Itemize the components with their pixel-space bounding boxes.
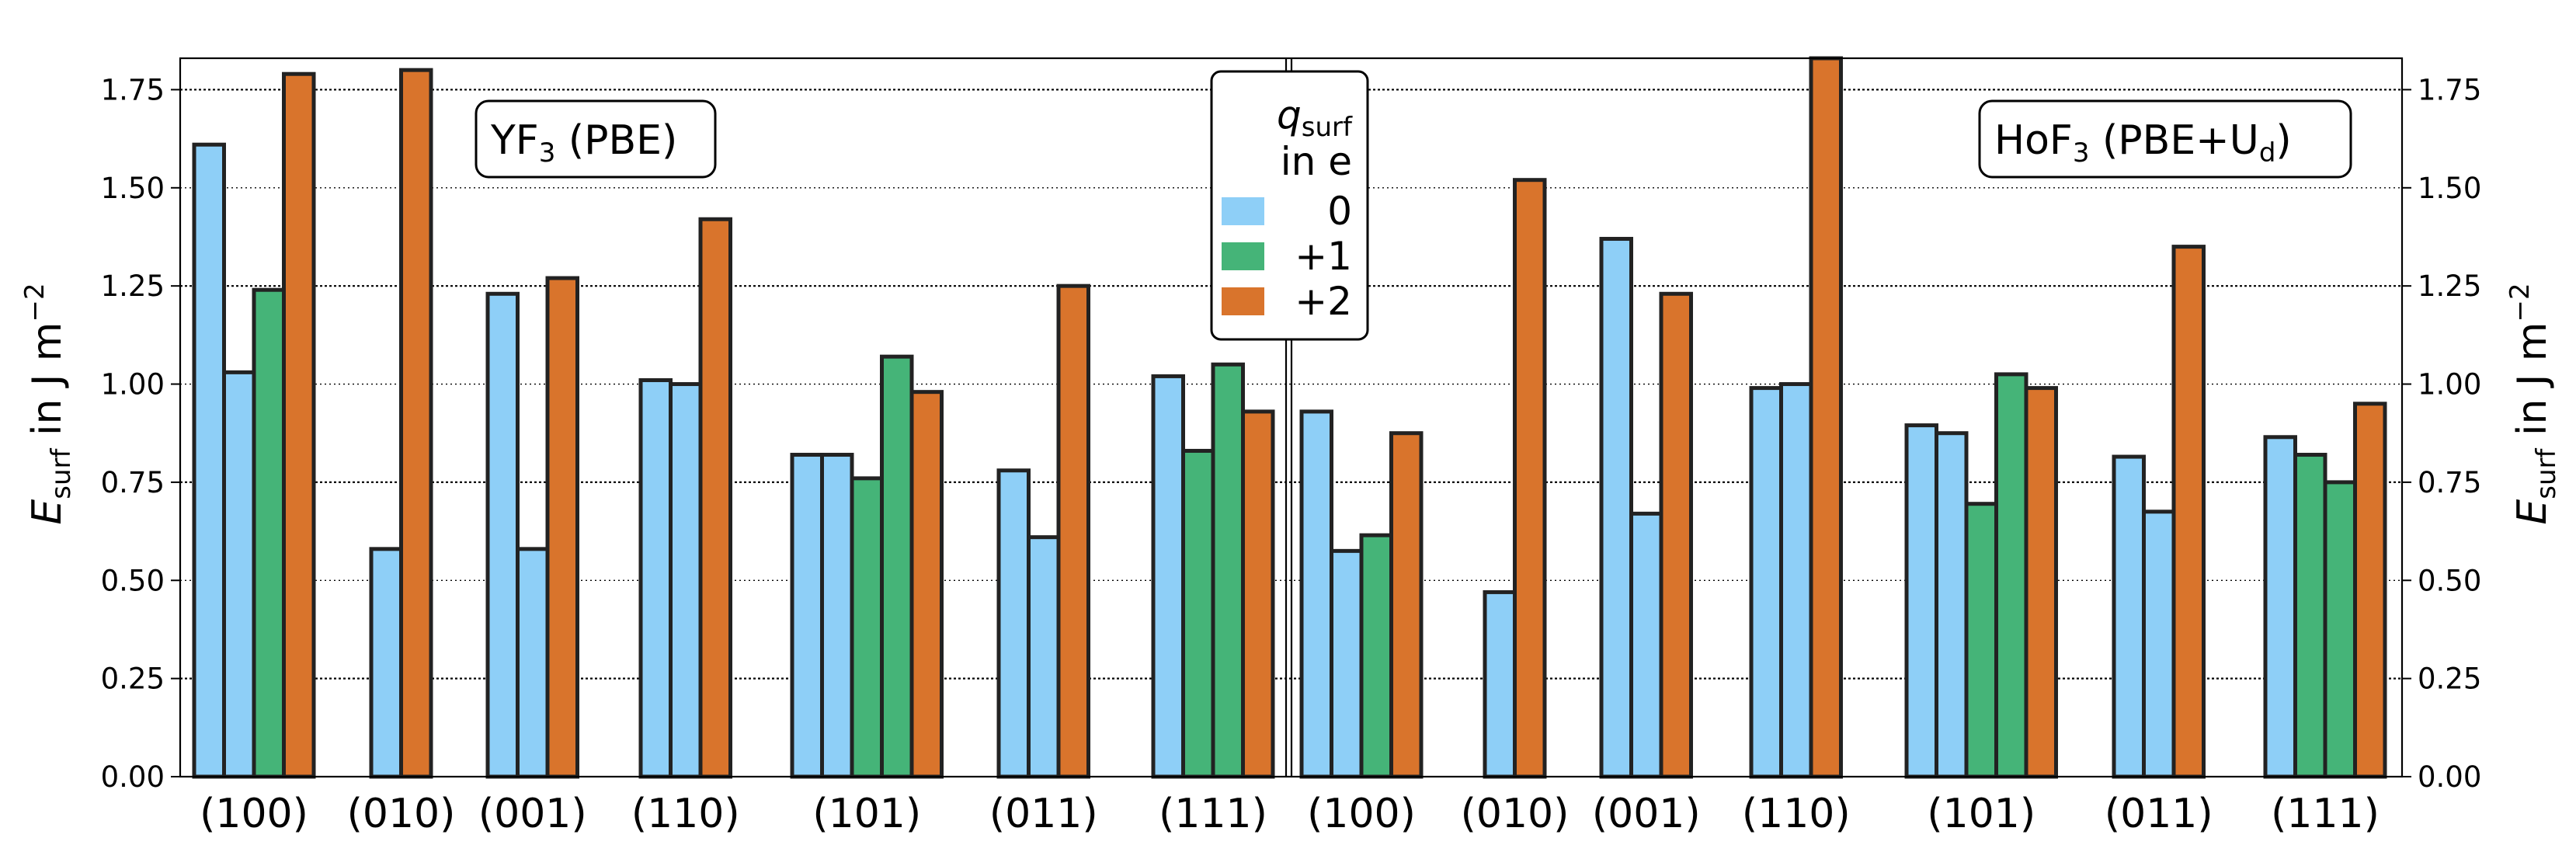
bar bbox=[850, 476, 884, 779]
y-tick-label-left: 0.75 bbox=[101, 466, 165, 499]
y-tick-label-right: 1.25 bbox=[2418, 270, 2481, 303]
y-tick-label-right: 1.50 bbox=[2418, 172, 2481, 205]
bar bbox=[2171, 245, 2206, 779]
bar bbox=[1181, 448, 1215, 779]
y-tick-label-left: 1.75 bbox=[101, 73, 165, 106]
axis-ticks: 0.00 0.00 0.25 0.25 0.50 0.50 0.75 0.75 1.00 1.00… bbox=[101, 73, 2482, 794]
bar bbox=[1904, 423, 1938, 779]
legend-swatch-0 bbox=[1222, 197, 1264, 225]
bar bbox=[1994, 372, 2028, 779]
bar bbox=[1779, 382, 1813, 779]
legend-label-1: +1 bbox=[1295, 234, 1352, 279]
bar bbox=[996, 468, 1031, 779]
bar bbox=[1749, 386, 1783, 779]
bar bbox=[282, 71, 316, 779]
bar bbox=[1629, 511, 1663, 779]
panel-title-right: HoF3 (PBE+Ud) bbox=[1978, 99, 2352, 179]
y-tick-label-right: 1.75 bbox=[2418, 73, 2481, 106]
bar bbox=[516, 547, 550, 779]
bar bbox=[2293, 453, 2327, 779]
bar bbox=[1513, 178, 1547, 779]
bar bbox=[1964, 502, 1998, 779]
bar bbox=[638, 377, 673, 779]
bar bbox=[820, 453, 854, 779]
legend-title-line2: in e bbox=[1281, 139, 1352, 184]
x-category-label: (101) bbox=[812, 791, 921, 837]
bar bbox=[2263, 435, 2297, 779]
x-category-label: (100) bbox=[1307, 791, 1416, 837]
y-tick-label-right: 0.00 bbox=[2418, 760, 2481, 794]
bar bbox=[2024, 386, 2058, 779]
panel-title-left: YF3 (PBE) bbox=[475, 99, 717, 179]
x-category-label: (010) bbox=[1461, 791, 1570, 837]
y-tick-label-left: 1.50 bbox=[101, 172, 165, 205]
bar bbox=[2323, 480, 2357, 779]
bar bbox=[192, 142, 226, 779]
x-category-label: (110) bbox=[1742, 791, 1851, 837]
bar bbox=[790, 453, 824, 779]
y-tick-label-right: 0.25 bbox=[2418, 662, 2481, 696]
category-labels: (100) (010) (001) (110) (101) (011) (111) (100)… bbox=[200, 791, 2380, 837]
legend-title-line1: qsurf bbox=[1277, 92, 1353, 143]
bar bbox=[669, 382, 703, 779]
x-category-label: (111) bbox=[2271, 791, 2380, 837]
bar bbox=[698, 217, 732, 779]
bar bbox=[1659, 291, 1693, 779]
bar bbox=[1389, 431, 1424, 779]
bar bbox=[909, 390, 944, 779]
bar bbox=[2142, 509, 2176, 779]
y-tick-label-right: 0.50 bbox=[2418, 564, 2481, 597]
legend-swatch-1 bbox=[1222, 242, 1264, 270]
bar bbox=[485, 291, 520, 779]
bar bbox=[1809, 56, 1843, 779]
bar bbox=[1299, 409, 1333, 779]
y-tick-label-left: 1.25 bbox=[101, 270, 165, 303]
bar bbox=[1151, 374, 1185, 779]
y-axis-label-left: Esurf in J m−2 bbox=[19, 283, 77, 524]
bar bbox=[1330, 548, 1364, 779]
bar bbox=[1027, 535, 1061, 779]
bar bbox=[399, 68, 433, 779]
bar bbox=[1483, 589, 1517, 779]
legend-label-0: 0 bbox=[1327, 189, 1352, 234]
bar bbox=[252, 287, 286, 779]
y-tick-label-right: 0.75 bbox=[2418, 466, 2481, 499]
bars bbox=[192, 56, 2387, 779]
x-category-label: (111) bbox=[1159, 791, 1267, 837]
y-tick-label-left: 0.25 bbox=[101, 662, 165, 696]
bar bbox=[545, 276, 579, 779]
bar bbox=[1935, 431, 1969, 779]
y-tick-label-left: 0.50 bbox=[101, 564, 165, 597]
bar bbox=[1359, 533, 1393, 779]
x-category-label: (011) bbox=[2105, 791, 2213, 837]
svg-text:YF3 (PBE): YF3 (PBE) bbox=[490, 117, 677, 169]
y-axis-label-right: Esurf in J m−2 bbox=[2505, 283, 2562, 524]
bar bbox=[1241, 409, 1275, 779]
legend-label-2: +2 bbox=[1295, 279, 1352, 324]
x-category-label: (001) bbox=[478, 791, 587, 837]
x-category-label: (100) bbox=[200, 791, 308, 837]
legend-swatch-2 bbox=[1222, 287, 1264, 315]
bar bbox=[369, 547, 403, 779]
bar bbox=[1056, 283, 1090, 779]
y-tick-label-left: 0.00 bbox=[101, 760, 165, 794]
x-category-label: (001) bbox=[1592, 791, 1701, 837]
x-category-label: (010) bbox=[347, 791, 456, 837]
x-category-label: (110) bbox=[631, 791, 740, 837]
bar bbox=[1599, 237, 1633, 779]
svg-text:HoF3 (PBE+Ud): HoF3 (PBE+Ud) bbox=[1994, 117, 2292, 169]
bar bbox=[880, 354, 914, 779]
y-tick-label-right: 1.00 bbox=[2418, 368, 2481, 402]
x-category-label: (101) bbox=[1927, 791, 2035, 837]
bar bbox=[1211, 362, 1245, 779]
bar bbox=[222, 370, 256, 779]
bar bbox=[2353, 402, 2387, 779]
x-category-label: (011) bbox=[989, 791, 1098, 837]
bar bbox=[2112, 454, 2146, 779]
legend: qsurf in e 0 +1 +2 bbox=[1210, 70, 1369, 341]
y-tick-label-left: 1.00 bbox=[101, 368, 165, 402]
